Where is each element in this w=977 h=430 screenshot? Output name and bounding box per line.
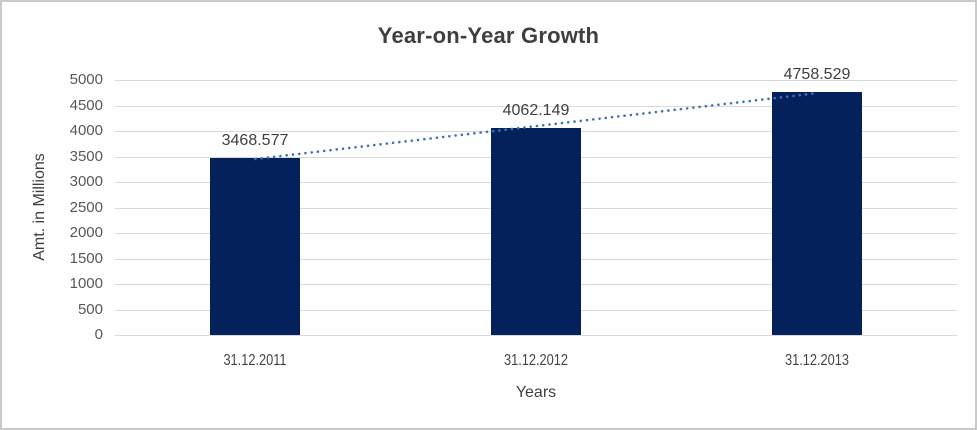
y-tick-label: 3000 [69,173,103,190]
bar-31.12.2012 [491,128,581,335]
y-tick-label: 2000 [69,224,103,241]
gridline [115,80,957,81]
x-axis-tick-labels: 31.12.2011 31.12.2012 31.12.2013 [115,352,957,374]
y-tick-label: 4500 [69,97,103,114]
x-axis-title: Years [515,384,557,401]
data-label: 4758.529 [783,66,851,83]
trendline-path [254,91,818,161]
y-tick-label: 1000 [69,275,103,292]
bar-31.12.2011 [210,158,300,335]
plot-area: 3468.577 4062.149 4758.529 [115,66,957,336]
y-tick-label: 5000 [69,71,103,88]
data-label: 3468.577 [221,132,289,149]
y-tick-label: 3500 [69,148,103,165]
bar-31.12.2013 [772,92,862,335]
y-tick-label: 2500 [69,199,103,216]
chart-title: Year-on-Year Growth [377,23,600,48]
y-axis-title: Amt. in Millions [31,153,48,261]
y-axis-tick-labels: 0 500 1000 1500 2000 2500 3000 3500 4000 4500 5000 [2,71,103,343]
x-tick-label: 31.12.2011 [223,352,287,369]
data-label: 4062.149 [502,102,570,119]
y-tick-label: 4000 [69,122,103,139]
x-tick-label: 31.12.2013 [784,352,850,369]
trendline [254,91,818,161]
y-tick-label: 500 [77,301,103,318]
y-tick-label: 0 [94,326,103,343]
x-tick-label: 31.12.2012 [503,352,569,369]
gridline [115,106,957,107]
gridline [115,335,957,336]
y-tick-label: 1500 [69,250,103,267]
